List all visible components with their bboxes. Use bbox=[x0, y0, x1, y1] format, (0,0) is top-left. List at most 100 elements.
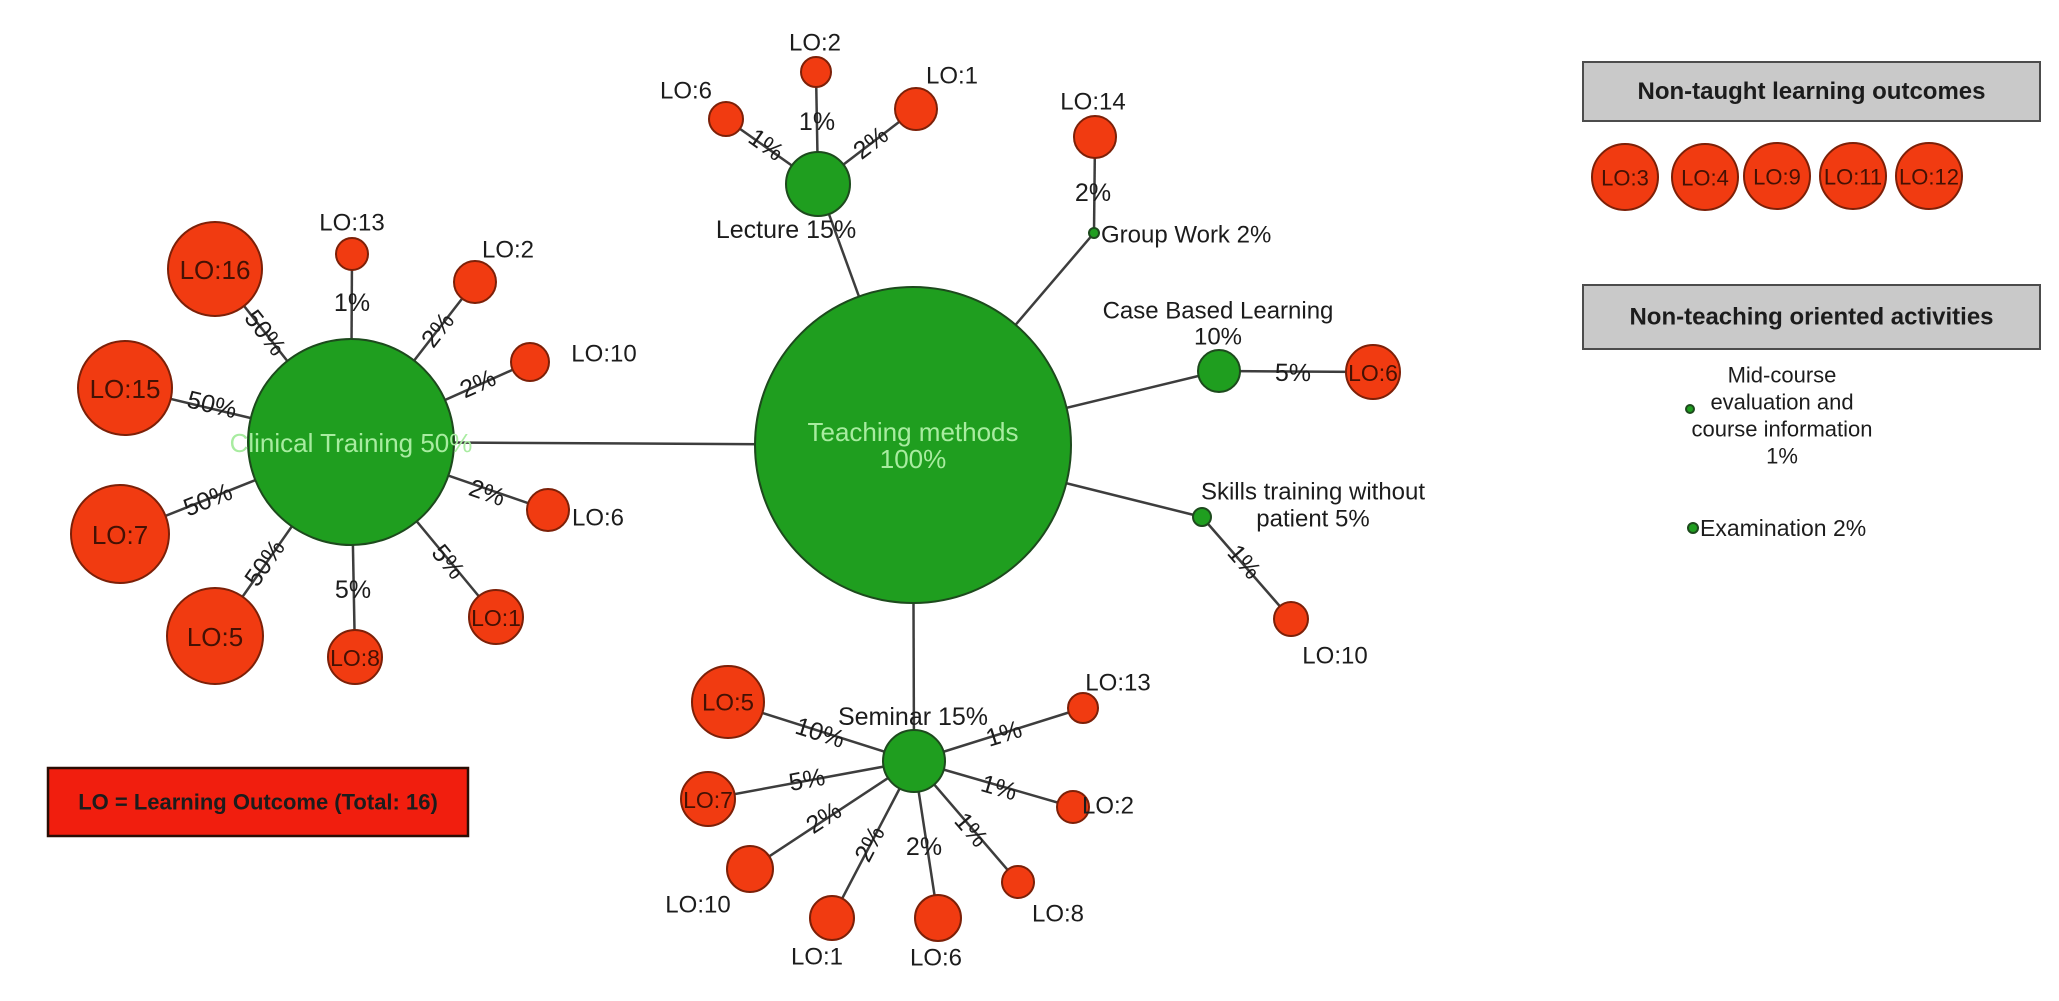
edge-label-seminar-lo6-seminar: 2% bbox=[906, 833, 942, 861]
label-lo2-clinical: LO:2 bbox=[482, 237, 534, 264]
node-lo1-clinical bbox=[468, 589, 524, 645]
edge-label-seminar-lo7-seminar: 5% bbox=[787, 763, 828, 797]
node-lo9-legend bbox=[1743, 142, 1811, 210]
label-lo5-seminar: LO:5 bbox=[702, 690, 754, 717]
edge-seminar-lo7-seminar bbox=[707, 759, 915, 801]
edge-label-clinical-training-lo15-clinical: 50% bbox=[184, 386, 239, 425]
dot-mid-course-dot bbox=[1685, 404, 1695, 414]
label-group-work: Group Work 2% bbox=[1101, 222, 1271, 249]
text-mid-course-evaluation-line3: course information bbox=[1692, 417, 1873, 442]
label-lo7-clinical: LO:7 bbox=[92, 520, 148, 550]
node-group-work bbox=[1088, 227, 1100, 239]
edge-label-seminar-lo2-seminar: 1% bbox=[978, 770, 1020, 807]
label-lo7-seminar: LO:7 bbox=[683, 787, 733, 813]
node-lo5-seminar bbox=[691, 665, 765, 739]
node-lo12-legend bbox=[1895, 142, 1963, 210]
node-lo13-seminar bbox=[1067, 692, 1099, 724]
node-lo7-seminar bbox=[680, 771, 736, 827]
text-mid-course-evaluation-line2: evaluation and bbox=[1710, 390, 1853, 415]
node-lo8-clinical bbox=[327, 629, 383, 685]
edge-label-clinical-training-lo2-clinical: 2% bbox=[416, 307, 460, 353]
label-lo4-legend: LO:4 bbox=[1681, 166, 1729, 191]
node-teaching-methods bbox=[754, 286, 1072, 604]
edge-label-clinical-training-lo5-clinical: 50% bbox=[239, 534, 291, 591]
node-lo6-seminar bbox=[914, 894, 962, 942]
node-lo16-clinical bbox=[167, 221, 263, 317]
label-lo13-seminar: LO:13 bbox=[1085, 670, 1150, 697]
edge-label-clinical-training-lo13-clinical: 1% bbox=[334, 289, 370, 317]
edge-label-clinical-training-lo7-clinical: 50% bbox=[180, 478, 237, 523]
label-lo11-legend: LO:11 bbox=[1824, 165, 1882, 190]
node-lo7-clinical bbox=[70, 484, 170, 584]
box-label-non-teaching-header: Non-teaching oriented activities bbox=[1629, 304, 1993, 331]
label-skills-training-line1: Skills training without bbox=[1201, 479, 1425, 506]
label-lo16-clinical: LO:16 bbox=[180, 255, 251, 285]
label-case-based-learning-line1: Case Based Learning bbox=[1103, 298, 1334, 325]
node-clinical-training bbox=[247, 338, 455, 546]
node-lo10-clinical bbox=[510, 342, 550, 382]
edge-label-group-work-lo14-group-work: 2% bbox=[1075, 179, 1111, 207]
text-mid-course-evaluation-line1: Mid-course bbox=[1728, 363, 1837, 388]
label-clinical-training: Clinical Training 50% bbox=[230, 428, 473, 458]
edge-label-lecture-lo6-lecture: 1% bbox=[743, 123, 789, 167]
label-lo8-clinical: LO:8 bbox=[330, 645, 380, 671]
label-lo6-clinical: LO:6 bbox=[572, 505, 624, 532]
label-skills-training-line2: patient 5% bbox=[1256, 506, 1369, 533]
node-lo3-legend bbox=[1591, 143, 1659, 211]
text-mid-course-evaluation-line4: 1% bbox=[1766, 444, 1798, 469]
node-lo13-clinical bbox=[335, 237, 369, 271]
node-lecture bbox=[785, 151, 851, 217]
label-lo1-lecture: LO:1 bbox=[926, 63, 978, 90]
node-lo6-cbl bbox=[1345, 344, 1401, 400]
text-examination: Examination 2% bbox=[1700, 515, 1866, 541]
node-lo5-clinical bbox=[166, 587, 264, 685]
node-lo10-seminar bbox=[726, 845, 774, 893]
edge-label-seminar-lo13-seminar: 1% bbox=[983, 715, 1026, 753]
label-lo15-clinical: LO:15 bbox=[90, 374, 161, 404]
label-lo10-seminar: LO:10 bbox=[665, 892, 730, 919]
node-lo1-seminar bbox=[809, 895, 855, 941]
edge-label-clinical-training-lo10-clinical: 2% bbox=[456, 364, 500, 404]
box-lo-note bbox=[46, 766, 470, 838]
node-lo11-legend bbox=[1819, 142, 1887, 210]
label-lo3-legend: LO:3 bbox=[1601, 166, 1649, 191]
node-lo6-clinical bbox=[526, 488, 570, 532]
dot-examination-dot bbox=[1687, 522, 1699, 534]
node-lo2-seminar bbox=[1056, 790, 1090, 824]
node-lo2-clinical bbox=[453, 260, 497, 304]
box-non-teaching-header bbox=[1582, 284, 2041, 350]
box-label-lo-note: LO = Learning Outcome (Total: 16) bbox=[78, 790, 438, 815]
label-lo2-lecture: LO:2 bbox=[789, 30, 841, 57]
node-case-based-learning bbox=[1197, 349, 1241, 393]
label-teaching-methods-line1: Teaching methods bbox=[807, 417, 1018, 447]
label-lo1-clinical: LO:1 bbox=[471, 605, 521, 631]
label-lo9-legend: LO:9 bbox=[1753, 165, 1801, 190]
edge-label-seminar-lo10-seminar: 2% bbox=[801, 796, 847, 839]
label-lo6-lecture: LO:6 bbox=[660, 78, 712, 105]
label-lo12-legend: LO:12 bbox=[1899, 165, 1959, 190]
edge-label-lecture-lo2-lecture: 1% bbox=[799, 108, 835, 136]
node-seminar bbox=[882, 729, 946, 793]
edge-label-seminar-lo1-seminar: 2% bbox=[849, 821, 891, 866]
node-lo10-skills bbox=[1273, 601, 1309, 637]
edge-label-case-based-learning-lo6-cbl: 5% bbox=[1275, 359, 1311, 387]
node-lo14-group-work bbox=[1073, 115, 1117, 159]
label-lo13-clinical: LO:13 bbox=[319, 210, 384, 237]
label-teaching-methods-line2: 100% bbox=[880, 444, 947, 474]
label-lo6-seminar: LO:6 bbox=[910, 945, 962, 972]
node-lo4-legend bbox=[1671, 143, 1739, 211]
label-lo14-group-work: LO:14 bbox=[1060, 89, 1125, 116]
label-seminar: Seminar 15% bbox=[838, 703, 988, 731]
node-skills-training bbox=[1192, 507, 1212, 527]
edge-label-clinical-training-lo16-clinical: 50% bbox=[239, 305, 292, 362]
label-lo6-cbl: LO:6 bbox=[1348, 360, 1398, 386]
node-lo1-lecture bbox=[894, 87, 938, 131]
label-lo1-seminar: LO:1 bbox=[791, 944, 843, 971]
label-lo5-clinical: LO:5 bbox=[187, 622, 243, 652]
node-lo6-lecture bbox=[708, 101, 744, 137]
edge-skills-training-lo10-skills bbox=[1201, 516, 1292, 620]
label-lo10-clinical: LO:10 bbox=[571, 341, 636, 368]
label-lo8-seminar: LO:8 bbox=[1032, 901, 1084, 928]
